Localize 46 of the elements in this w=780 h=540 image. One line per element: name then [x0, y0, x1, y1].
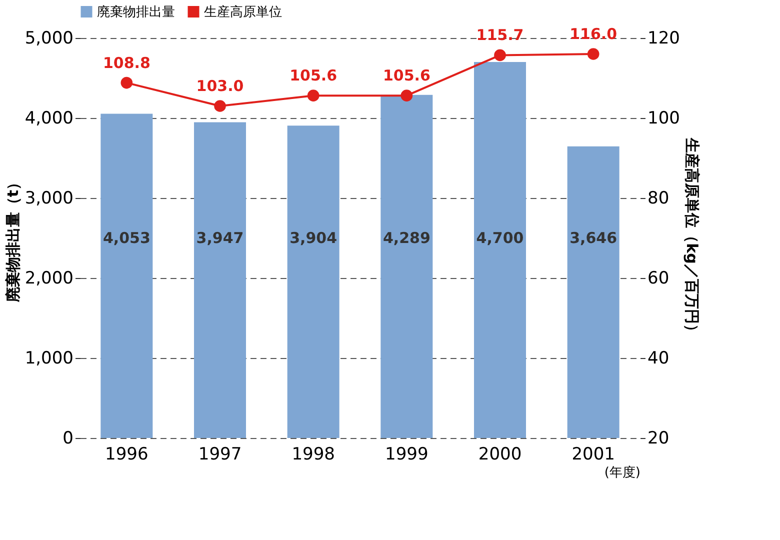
data-label: 108.8 — [102, 54, 150, 72]
point — [494, 49, 506, 62]
x-axis-title: (年度) — [604, 464, 640, 480]
x-tick-label: 1998 — [292, 444, 335, 464]
bar — [567, 146, 620, 438]
legend-label: 廃棄物排出量 — [97, 4, 175, 20]
y2-tick-label: 120 — [648, 28, 680, 48]
y2-tick-label: 80 — [648, 188, 670, 208]
data-label: 105.6 — [382, 66, 430, 85]
bar — [380, 94, 433, 438]
y-tick-label: 4,000 — [24, 108, 74, 128]
data-label: 115.7 — [476, 26, 524, 44]
data-label: 105.6 — [290, 66, 338, 85]
bar — [100, 114, 153, 438]
y-axis-title: 廃棄物排出量（t） — [4, 174, 22, 304]
data-label: 4,289 — [382, 229, 430, 247]
data-label: 4,053 — [102, 229, 150, 247]
point — [400, 90, 413, 102]
data-label: 3,646 — [570, 229, 618, 247]
bar — [287, 126, 340, 438]
y-tick-label: 1,000 — [24, 348, 74, 368]
x-tick-label: 2001 — [572, 444, 615, 464]
y-tick-label: 3,000 — [24, 188, 74, 208]
y2-tick-label: 60 — [648, 268, 670, 288]
x-tick-label: 1999 — [385, 444, 428, 464]
data-label: 3,947 — [196, 229, 244, 247]
data-label: 4,700 — [476, 229, 524, 247]
y-tick-label: 5,000 — [24, 28, 74, 48]
y2-tick-label: 20 — [648, 428, 670, 448]
data-label: 103.0 — [196, 77, 244, 95]
x-tick-label: 1997 — [198, 444, 242, 464]
x-tick-label: 2000 — [478, 444, 522, 464]
y-tick-label: 0 — [62, 428, 74, 448]
legend-label: 生産高原単位 — [204, 4, 282, 20]
point — [587, 48, 600, 60]
bar — [194, 122, 246, 438]
y-tick-label: 2,000 — [24, 268, 74, 288]
point — [120, 76, 133, 89]
x-tick-label: 1996 — [105, 444, 148, 464]
bar — [474, 62, 526, 438]
point — [307, 90, 320, 102]
y2-tick-label: 100 — [648, 108, 680, 128]
data-label: 3,904 — [290, 229, 338, 247]
y2-axis-title: 生産高原単位（kg／百万円） — [682, 137, 701, 339]
y2-tick-label: 40 — [648, 348, 670, 368]
point — [214, 100, 226, 112]
